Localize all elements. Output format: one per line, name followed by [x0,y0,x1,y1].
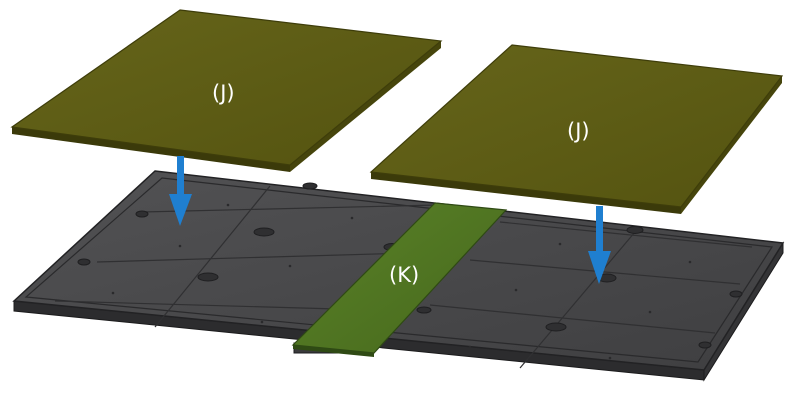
panel-left-label: (J) [212,81,235,105]
panel-right: (J) [369,44,784,214]
panel-right-side-right [681,76,782,214]
tile-seams [54,185,753,369]
panel-left-top [10,9,443,166]
panel-right-top [369,44,784,208]
panel-left: (J) [10,9,443,172]
arrow-right [588,206,611,284]
panel-right-label: (J) [567,119,590,143]
center-strip: (K) [291,202,508,357]
center-strip-side [293,345,374,357]
center-strip-label: (K) [389,263,419,287]
tile-dots [111,203,692,360]
panel-left-side-right [290,41,441,172]
panel-right-side [371,172,681,214]
panel-left-side [12,127,290,172]
base-tray-rim [24,177,774,363]
arrow-left [169,156,192,226]
